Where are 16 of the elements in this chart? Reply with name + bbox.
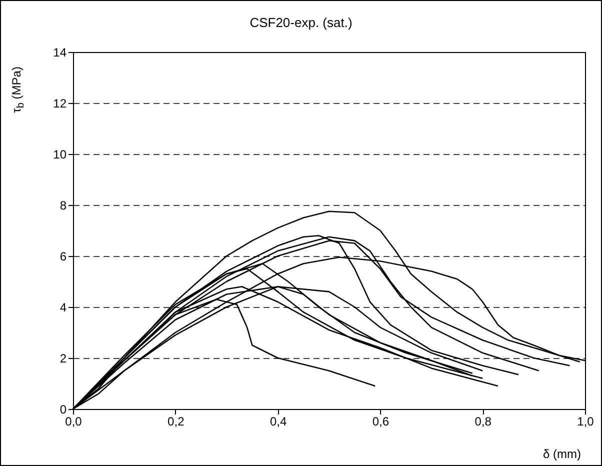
chart-title: CSF20-exp. (sat.) [248,15,354,30]
y-tick-label: 8 [60,198,67,212]
y-tick-label: 4 [60,300,67,314]
x-tick-label: 0,4 [270,414,287,428]
y-tick-label: 0 [60,402,67,416]
x-tick-label: 0,6 [372,414,390,428]
x-tick-label: 0,0 [65,414,82,428]
x-tick-label: 1,0 [577,414,594,428]
y-tick-label: 10 [53,148,67,162]
y-tick-label: 2 [60,352,67,366]
x-tick-label: 0,8 [474,414,492,428]
x-tick-label: 0,2 [168,414,185,428]
y-tick-label: 14 [53,46,67,60]
y-tick-label: 6 [60,250,67,264]
x-axis-title: δ (mm) [543,447,581,461]
y-tick-label: 12 [53,96,67,110]
